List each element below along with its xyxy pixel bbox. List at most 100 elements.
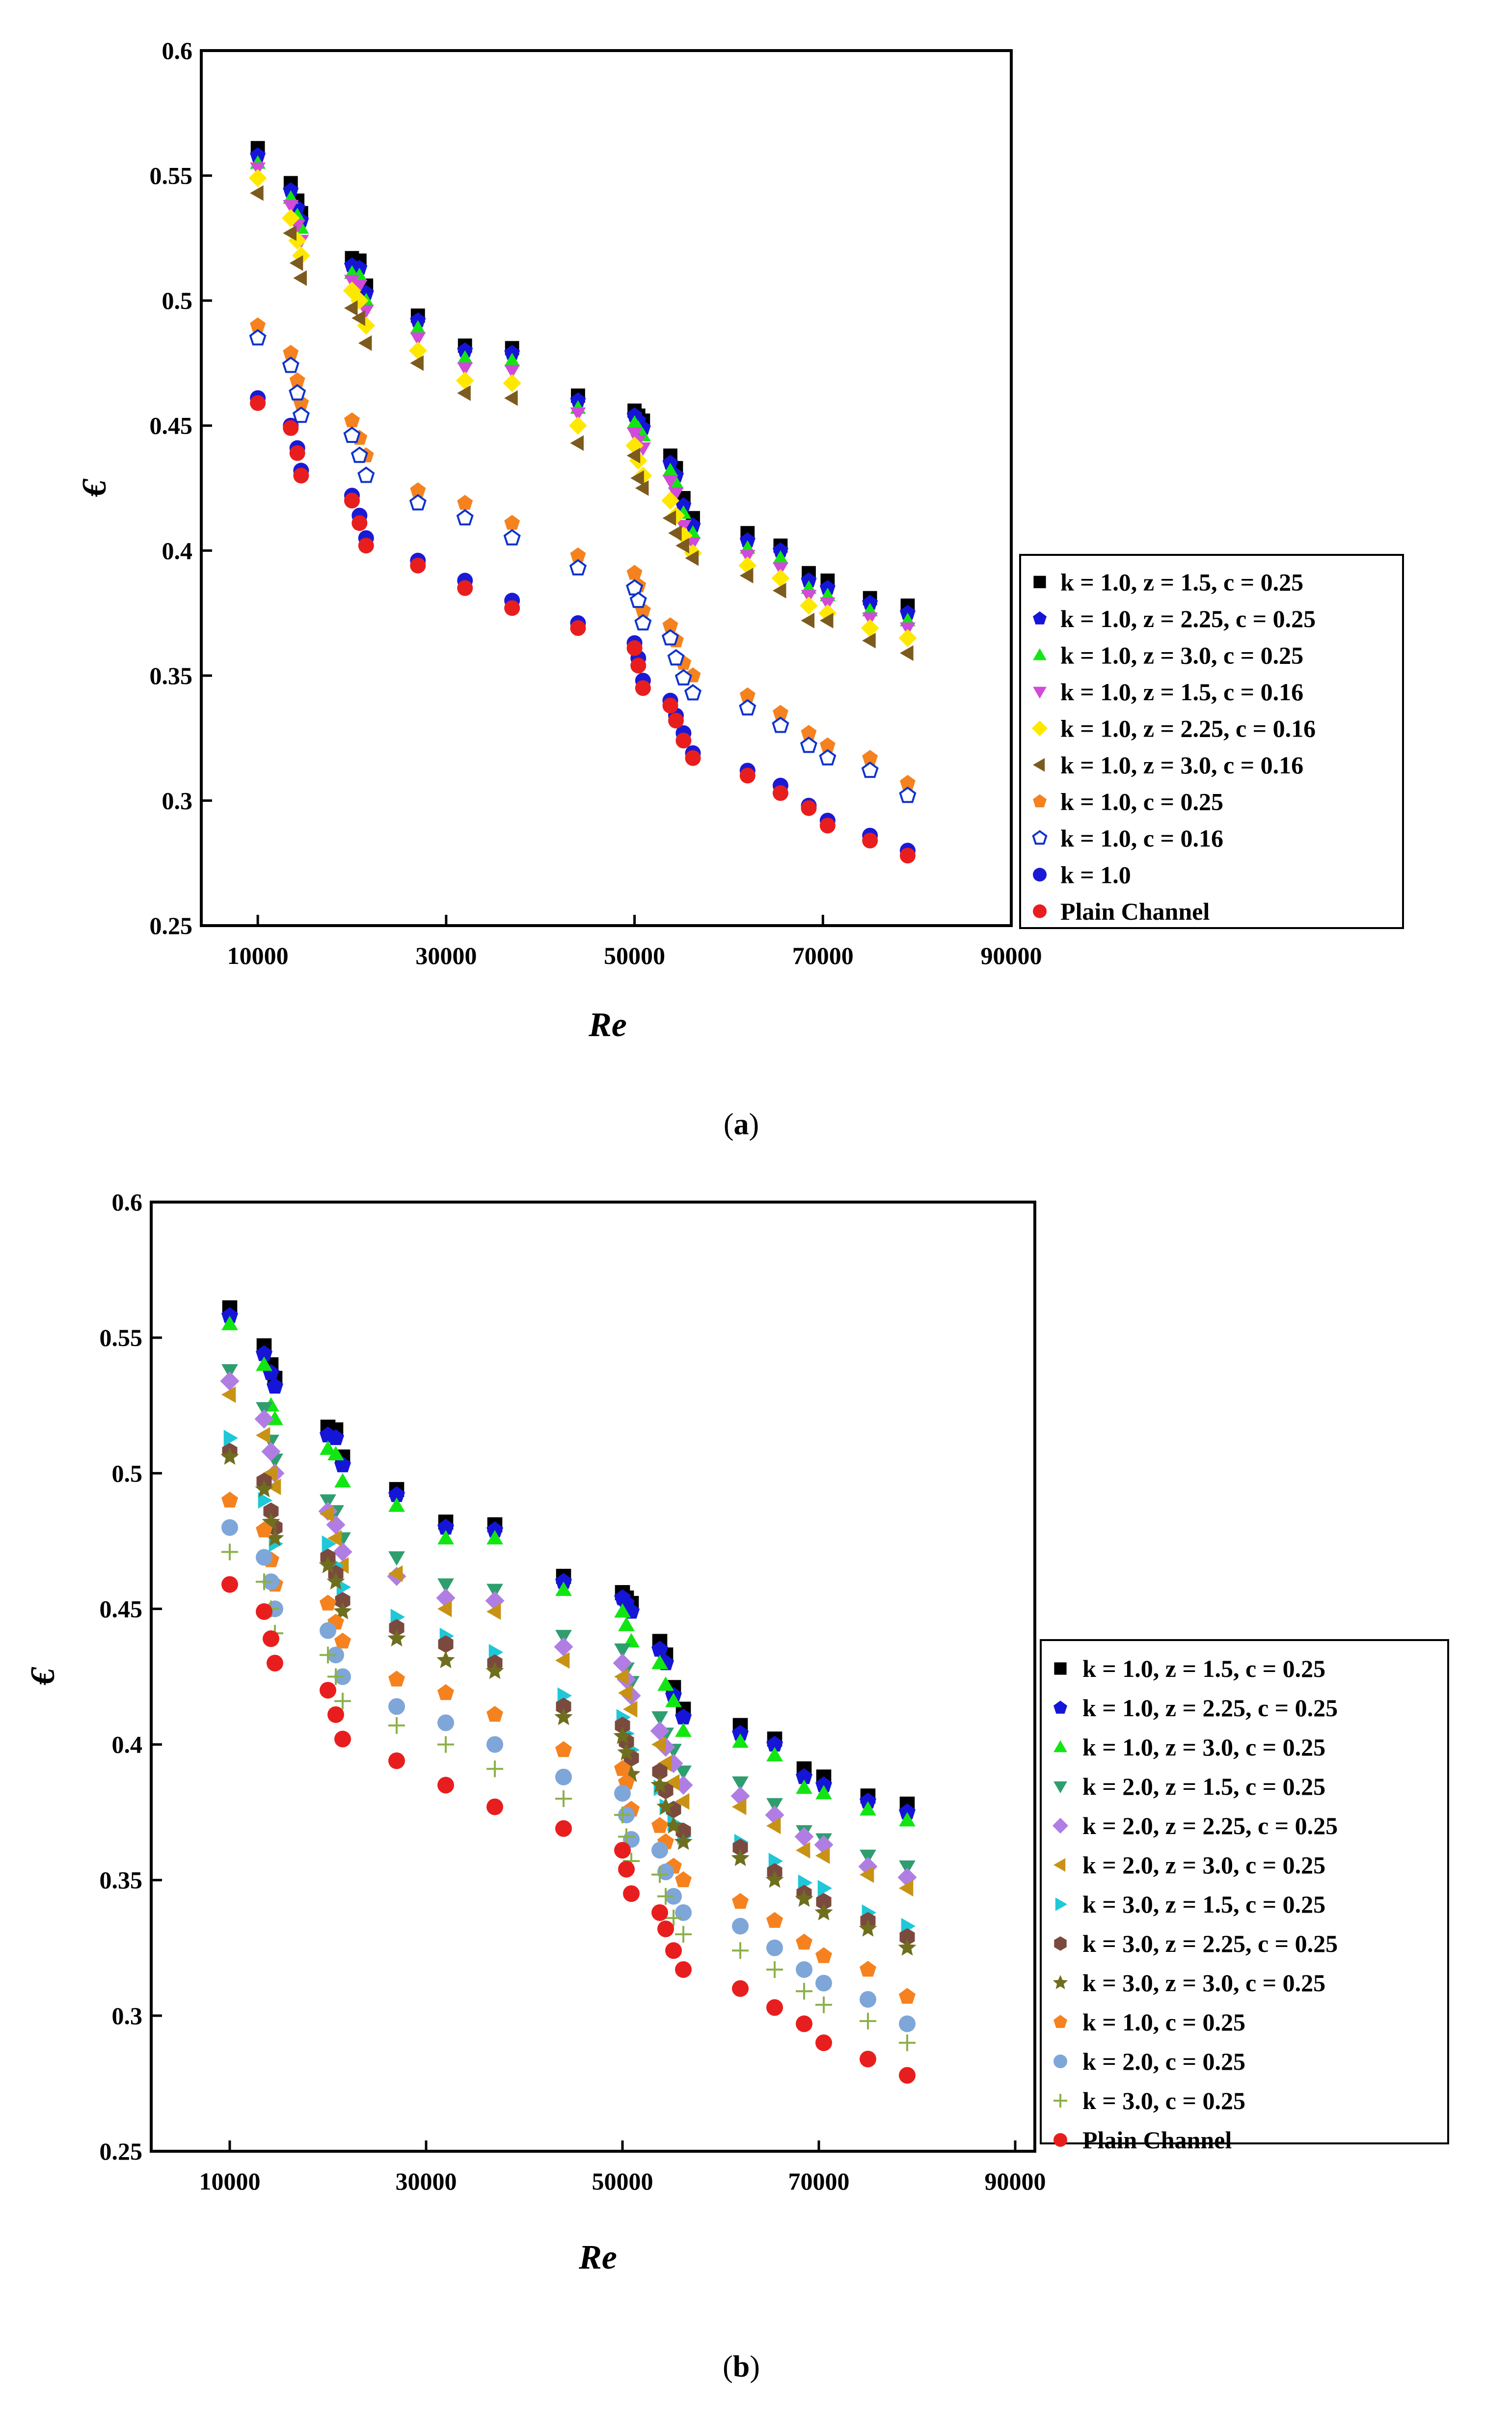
data-point <box>320 1506 334 1523</box>
data-point <box>630 658 647 674</box>
legend-label: k = 3.0, z = 1.5, c = 0.25 <box>1082 1891 1325 1918</box>
data-point <box>899 2067 916 2084</box>
data-point <box>410 557 426 574</box>
data-point <box>220 1371 240 1391</box>
data-point <box>457 385 471 401</box>
data-point <box>410 482 426 497</box>
y-tick-label: 0.3 <box>162 787 193 814</box>
data-point <box>618 1617 635 1631</box>
legend-item: Plain Channel <box>1033 898 1210 925</box>
data-point <box>320 1594 336 1611</box>
data-point <box>221 1364 238 1379</box>
data-point <box>618 1861 635 1878</box>
data-point <box>800 736 818 753</box>
data-point <box>657 1676 674 1691</box>
data-point <box>661 629 679 646</box>
y-tick-label: 0.35 <box>100 1866 143 1894</box>
panel-b-chart: 0.25 0.3 0.35 0.4 0.45 0.5 0.55 0.6 10000 30000 50… <box>24 1188 1449 2384</box>
data-point <box>555 1820 572 1837</box>
data-point <box>675 1793 690 1810</box>
data-point <box>555 1630 572 1645</box>
data-point <box>626 427 643 441</box>
data-point <box>614 1603 631 1618</box>
legend-box <box>1040 1639 1449 2144</box>
data-point <box>614 1760 631 1776</box>
legend-marker <box>1054 1662 1067 1675</box>
data-point <box>732 1942 749 1959</box>
legend-item: k = 1.0, z = 1.5, c = 0.16 <box>1033 678 1303 706</box>
data-point <box>766 1912 783 1928</box>
data-point <box>320 1494 336 1509</box>
data-point <box>732 1776 749 1791</box>
legend-marker <box>1032 830 1048 845</box>
legend-label: k = 1.0, z = 2.25, c = 0.16 <box>1060 714 1316 742</box>
data-point <box>248 169 267 188</box>
data-point <box>815 1996 832 2013</box>
data-point <box>486 1736 503 1753</box>
data-point <box>388 1497 405 1512</box>
data-point <box>334 1632 351 1649</box>
data-point <box>504 600 520 616</box>
x-tick-label: 30000 <box>415 942 477 969</box>
data-point <box>662 617 678 632</box>
data-point <box>614 1807 631 1824</box>
data-point <box>661 492 679 510</box>
data-point <box>675 1708 692 1725</box>
panel-a-axes: 0.25 0.3 0.35 0.4 0.45 0.5 0.55 0.6 10000 30000 50… <box>150 37 1042 969</box>
x-tick-label: 70000 <box>792 942 854 969</box>
data-point <box>899 1812 916 1827</box>
data-point <box>410 355 424 371</box>
data-point <box>555 1790 572 1808</box>
panel-b-caption: (b) <box>723 2350 760 2384</box>
data-point <box>344 300 358 316</box>
data-point <box>739 532 756 548</box>
series-8 <box>222 1443 915 1946</box>
data-point <box>457 494 473 510</box>
data-point <box>614 1784 631 1802</box>
data-point <box>800 596 818 615</box>
data-point <box>333 1542 352 1562</box>
data-point <box>796 1768 812 1784</box>
data-point <box>569 416 587 435</box>
data-point <box>815 1947 832 1963</box>
data-point <box>657 1920 674 1938</box>
data-point <box>351 515 368 531</box>
data-point <box>796 1983 812 2000</box>
data-point <box>773 705 788 720</box>
data-point <box>351 446 368 463</box>
data-point <box>486 1584 503 1598</box>
data-point <box>326 1572 345 1590</box>
data-point <box>555 1581 572 1596</box>
data-point <box>504 515 520 530</box>
legend-item: k = 3.0, z = 2.25, c = 0.25 <box>1054 1930 1338 1957</box>
data-point <box>283 420 299 436</box>
data-point <box>289 445 305 461</box>
data-point <box>732 1725 749 1741</box>
legend-item: k = 1.0, c = 0.25 <box>1033 788 1223 815</box>
data-point <box>289 372 305 387</box>
data-point <box>220 1447 239 1465</box>
series-6 <box>221 1386 914 1897</box>
data-point <box>898 629 917 647</box>
data-point <box>256 1345 272 1361</box>
data-point <box>221 1543 238 1561</box>
series-2 <box>250 147 916 620</box>
legend-label: k = 2.0, c = 0.25 <box>1082 2048 1245 2075</box>
data-point <box>819 818 836 834</box>
data-point <box>320 1682 336 1699</box>
legend-marker <box>1033 794 1047 808</box>
data-point <box>256 1402 272 1417</box>
data-point <box>437 1714 454 1731</box>
data-point <box>796 2015 812 2032</box>
legend-marker <box>1054 1936 1067 1951</box>
data-point <box>437 1684 454 1700</box>
data-point <box>657 1755 672 1772</box>
data-point <box>281 209 300 227</box>
legend-label: k = 2.0, z = 3.0, c = 0.25 <box>1082 1851 1325 1879</box>
data-point <box>283 225 297 241</box>
data-point <box>862 750 878 765</box>
data-point <box>335 1592 351 1610</box>
data-point <box>657 1888 674 1905</box>
data-point <box>437 1736 454 1753</box>
panel-a-plot-frame <box>200 49 1013 927</box>
